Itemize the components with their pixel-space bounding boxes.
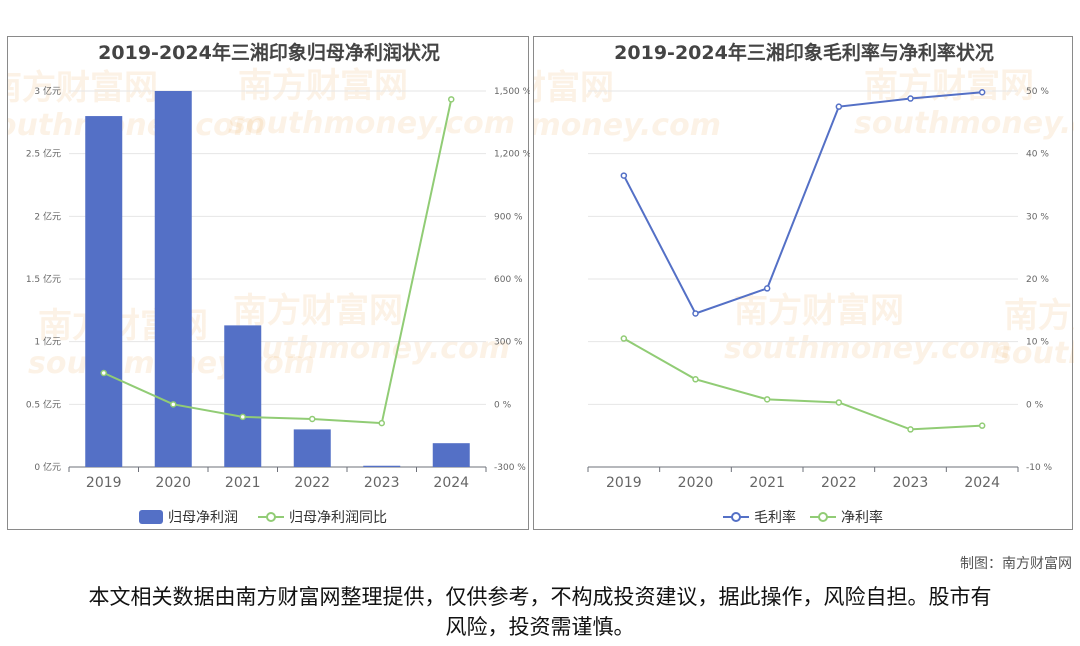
point-s0-2021 <box>763 285 771 292</box>
y-tick-label: 0 % <box>1026 400 1044 410</box>
watermark-cn: 南方财富网 <box>1004 296 1074 336</box>
bar-2020 <box>154 91 192 467</box>
x-tick-label: 2019 <box>606 475 642 491</box>
y-tick-label: 50 % <box>1026 87 1049 97</box>
point-yoy-2022 <box>309 415 316 423</box>
legend-label-0: 毛利率 <box>754 509 796 526</box>
y-tick-label: -10 % <box>1026 463 1053 473</box>
x-tick-label: 2023 <box>364 475 400 491</box>
y-left-tick-label: 1 亿元 <box>34 336 61 348</box>
y-left-tick-label: 2.5 亿元 <box>26 148 61 160</box>
watermark-en: southmoney.com <box>223 331 510 366</box>
right-chart-panel: 南方财富网southmoney.com南方财富网southmoney.com南方… <box>533 36 1074 530</box>
x-tick-label: 2022 <box>821 475 857 491</box>
y-right-tick-label: 1,200 % <box>494 150 530 160</box>
x-tick-label: 2019 <box>86 475 122 491</box>
point-yoy-2023 <box>378 419 385 427</box>
x-tick-label: 2024 <box>964 475 1000 491</box>
watermark-cn: 南方财富网 <box>734 291 904 331</box>
y-left-tick-label: 1.5 亿元 <box>26 273 61 285</box>
bar-2024 <box>432 443 470 467</box>
x-tick-label: 2024 <box>433 475 469 491</box>
right-chart: 南方财富网southmoney.com南方财富网southmoney.com南方… <box>534 41 1074 526</box>
watermark-en: southmoney.com <box>724 331 1011 366</box>
series-line-1 <box>623 337 983 431</box>
y-tick-label: 40 % <box>1026 150 1049 160</box>
legend-swatch-dot <box>266 512 276 522</box>
watermark-cn: 南方财富网 <box>238 66 408 106</box>
y-tick-label: 20 % <box>1026 275 1049 285</box>
point-s1-2023 <box>907 426 914 433</box>
series-line-yoy <box>103 99 453 425</box>
y-tick-label: 10 % <box>1026 338 1049 348</box>
point-s1-2022 <box>835 399 843 406</box>
point-yoy-2021 <box>239 413 246 421</box>
point-s0-2022 <box>835 103 843 110</box>
series-line-0 <box>622 91 983 315</box>
x-tick-label: 2020 <box>155 475 191 491</box>
chart-title: 2019-2024年三湘印象毛利率与净利率状况 <box>614 41 994 64</box>
y-tick-label: 30 % <box>1026 212 1049 222</box>
point-s0-2019 <box>620 172 628 179</box>
y-right-tick-label: 300 % <box>494 338 523 348</box>
legend-label-bar: 归母净利润 <box>168 509 238 526</box>
disclaimer-text: 本文相关数据由南方财富网整理提供，仅供参考，不构成投资建议，据此操作，风险自担。… <box>88 585 992 639</box>
y-left-tick-label: 2 亿元 <box>34 210 61 222</box>
bar-2022 <box>293 429 331 467</box>
watermark-en: southmoney.com <box>228 106 515 141</box>
point-s0-2024 <box>978 89 986 96</box>
legend-swatch-bar <box>139 510 163 524</box>
left-chart-panel: 南方财富网southmoney.com南方财富网southmoney.com南方… <box>7 36 530 530</box>
y-left-tick-label: 0.5 亿元 <box>26 398 61 410</box>
point-s1-2019 <box>620 335 628 342</box>
point-yoy-2019 <box>100 369 107 377</box>
left-chart: 南方财富网southmoney.com南方财富网southmoney.com南方… <box>8 41 530 526</box>
y-right-tick-label: 1,500 % <box>494 87 530 97</box>
y-right-tick-label: 0 % <box>494 400 512 410</box>
watermark-cn: 南方财富网 <box>8 68 158 108</box>
x-tick-label: 2022 <box>294 475 330 491</box>
point-yoy-2024 <box>448 96 455 103</box>
watermark-en: southmoney.com <box>8 108 265 143</box>
x-tick-label: 2021 <box>225 475 261 491</box>
y-left-tick-label: 0 亿元 <box>34 461 61 473</box>
bar-2021 <box>224 325 262 467</box>
y-right-tick-label: 600 % <box>494 275 523 285</box>
y-right-tick-label: 900 % <box>494 212 523 222</box>
point-s0-2023 <box>907 95 914 102</box>
watermark-en: southmoney.com <box>534 108 721 143</box>
legend-swatch-dot-1 <box>818 512 828 522</box>
x-tick-label: 2021 <box>749 475 785 491</box>
point-s1-2020 <box>692 376 699 383</box>
legend-label-1: 净利率 <box>841 509 883 526</box>
chart-credit: 制图：南方财富网 <box>960 556 1072 572</box>
y-right-tick-label: -300 % <box>494 463 526 473</box>
bar-2019 <box>85 116 123 468</box>
point-s0-2020 <box>692 310 699 317</box>
watermark-cn: 南方财富网 <box>233 291 403 331</box>
legend-label-line: 归母净利润同比 <box>289 509 387 526</box>
point-s1-2021 <box>763 396 771 403</box>
point-s1-2024 <box>978 422 986 429</box>
y-left-tick-label: 3 亿元 <box>34 85 61 97</box>
watermark-cn: 南方财富网 <box>864 66 1034 106</box>
watermark-en: southmoney.com <box>854 106 1074 141</box>
chart-title: 2019-2024年三湘印象归母净利润状况 <box>98 41 440 64</box>
watermark-cn: 南方财富网 <box>534 68 614 108</box>
x-tick-label: 2023 <box>893 475 929 491</box>
bar-2023 <box>363 465 401 467</box>
legend-swatch-dot-0 <box>731 512 741 522</box>
x-tick-label: 2020 <box>678 475 714 491</box>
point-yoy-2020 <box>170 401 177 408</box>
